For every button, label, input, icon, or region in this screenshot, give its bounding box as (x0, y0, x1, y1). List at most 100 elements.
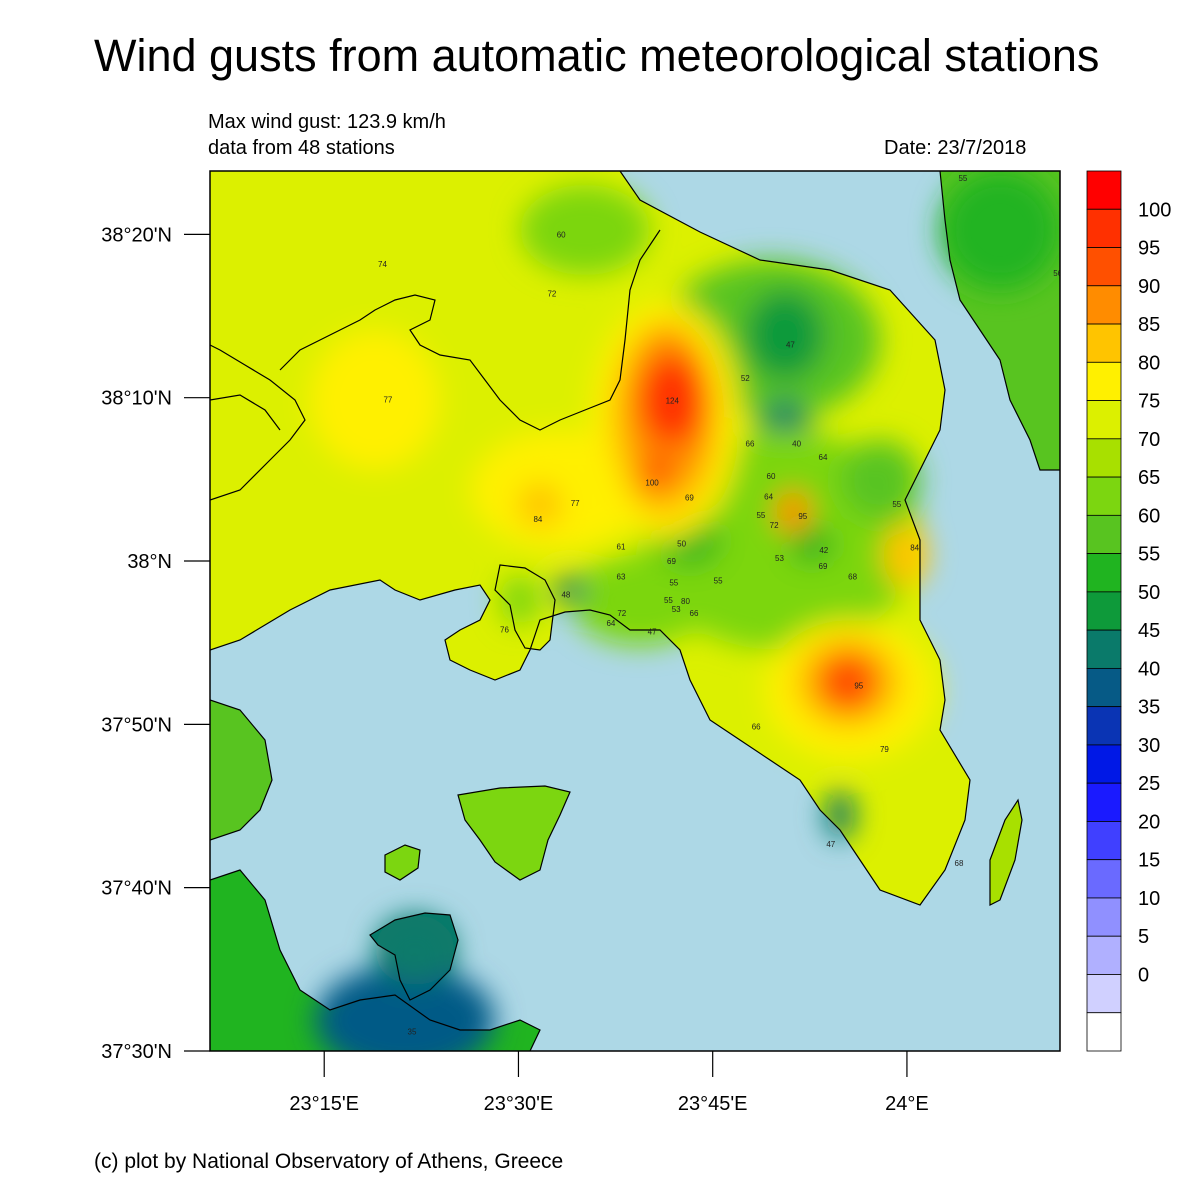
station-value-label: 66 (752, 723, 761, 732)
color-scale-box (1086, 247, 1122, 287)
station-value-label: 95 (798, 512, 807, 521)
station-value-label: 47 (786, 341, 795, 350)
longitude-tick-label: 23°45'E (678, 1093, 748, 1115)
color-scale-box (1086, 170, 1122, 210)
color-scale-box (1086, 361, 1122, 401)
color-scale-label: 80 (1138, 352, 1160, 374)
land-peloponnese (210, 870, 540, 1051)
station-value-label: 124 (666, 396, 680, 405)
color-scale-box (1086, 323, 1122, 363)
color-scale-label: 85 (1138, 314, 1160, 336)
color-scale-box (1086, 821, 1122, 861)
color-scale-label: 30 (1138, 735, 1160, 757)
color-scale-box (1086, 400, 1122, 440)
coastlines (210, 171, 1060, 1051)
color-scale-label: 40 (1138, 658, 1160, 680)
station-value-label: 72 (770, 521, 779, 530)
color-scale-label: 60 (1138, 505, 1160, 527)
color-scale-box (1086, 706, 1122, 746)
latitude-tick-label: 37°30'N (101, 1041, 172, 1063)
station-value-label: 100 (645, 479, 659, 488)
station-value-label: 53 (775, 554, 784, 563)
color-scale-label: 100 (1138, 199, 1171, 221)
station-value-label: 61 (617, 542, 626, 551)
station-value-label: 42 (819, 546, 828, 555)
station-value-label: 40 (792, 439, 801, 448)
latitude-tick-label: 38°20'N (101, 224, 172, 246)
station-value-label: 47 (648, 628, 657, 637)
map-title: Wind gusts from automatic meteorological… (94, 30, 1100, 81)
color-scale-box (1086, 897, 1122, 937)
station-value-label: 77 (383, 395, 392, 404)
station-value-label: 80 (681, 597, 690, 606)
land-aegina (458, 786, 570, 880)
color-scale-label: 75 (1138, 391, 1160, 413)
station-value-label: 74 (378, 260, 387, 269)
color-scale-label: 70 (1138, 429, 1160, 451)
map-plot-area: 55 60 74 56 72 47 52 77 124 66 40 64 60 100 64 69 77 55 55… (209, 170, 1061, 1052)
station-count-text: data from 48 stations (208, 137, 395, 159)
station-value-label: 79 (880, 745, 889, 754)
color-scale-box (1086, 974, 1122, 1014)
station-value-label: 55 (714, 577, 723, 586)
land-west-coast (210, 700, 272, 840)
color-scale-box (1086, 629, 1122, 669)
color-scale-box (1086, 514, 1122, 555)
color-scale-label: 35 (1138, 697, 1160, 719)
station-value-label: 52 (741, 374, 750, 383)
color-scale-label: 5 (1138, 926, 1149, 948)
station-value-label: 68 (955, 859, 964, 868)
color-scale-box (1086, 476, 1122, 516)
color-scale: 1009590858075706560555045403530252015105… (1086, 170, 1171, 1052)
color-scale-label: 0 (1138, 965, 1149, 987)
color-scale-label: 20 (1138, 811, 1160, 833)
station-value-label: 55 (756, 511, 765, 520)
station-value-label: 63 (617, 573, 626, 582)
station-value-label: 50 (677, 539, 686, 548)
color-scale-label: 10 (1138, 888, 1160, 910)
station-value-label: 66 (746, 439, 755, 448)
station-value-label: 55 (892, 500, 901, 509)
station-value-label: 95 (854, 682, 863, 691)
color-scale-box (1086, 208, 1122, 248)
latitude-tick-label: 38°10'N (101, 388, 172, 410)
station-value-label: 66 (690, 609, 699, 618)
color-scale-label: 15 (1138, 850, 1160, 872)
color-scale-box (1086, 285, 1122, 325)
station-value-label: 76 (500, 626, 509, 635)
station-value-label: 84 (533, 515, 542, 524)
station-value-label: 64 (764, 492, 773, 501)
station-value-label: 72 (547, 290, 556, 299)
station-value-label: 53 (672, 605, 681, 614)
color-scale-box (1086, 438, 1122, 478)
map-date: Date: 23/7/2018 (884, 137, 1027, 159)
station-value-label: 69 (685, 493, 694, 502)
color-scale-label: 55 (1138, 544, 1160, 566)
land-makronisos (990, 800, 1022, 905)
station-value-label: 48 (561, 590, 570, 599)
color-scale-box (1086, 667, 1122, 708)
color-scale-box (1086, 744, 1122, 784)
station-value-label: 55 (664, 596, 673, 605)
color-scale-label: 95 (1138, 238, 1160, 260)
color-scale-label: 25 (1138, 773, 1160, 795)
station-value-label: 47 (826, 840, 835, 849)
longitude-tick-label: 23°30'E (484, 1093, 554, 1115)
station-value-label: 69 (819, 562, 828, 571)
color-scale-box (1086, 782, 1122, 822)
station-labels: 55 60 74 56 72 47 52 77 124 66 40 64 60 100 64 69 77 55 55… (378, 174, 1060, 1037)
longitude-tick-label: 24°E (885, 1093, 929, 1115)
station-value-label: 64 (606, 619, 615, 628)
color-scale-box (1086, 591, 1122, 631)
land-angistri (385, 845, 420, 880)
station-value-label: 84 (910, 543, 919, 552)
station-value-label: 55 (958, 174, 967, 183)
station-value-label: 68 (848, 573, 857, 582)
station-value-label: 60 (557, 231, 566, 240)
map-frame (209, 170, 1061, 1052)
station-value-label: 35 (408, 1027, 417, 1036)
latitude-tick-label: 37°50'N (101, 714, 172, 736)
land-field: 55 60 74 56 72 47 52 77 124 66 40 64 60 100 64 69 77 55 55… (210, 171, 1060, 1051)
station-value-label: 55 (669, 579, 678, 588)
station-value-label: 69 (667, 557, 676, 566)
